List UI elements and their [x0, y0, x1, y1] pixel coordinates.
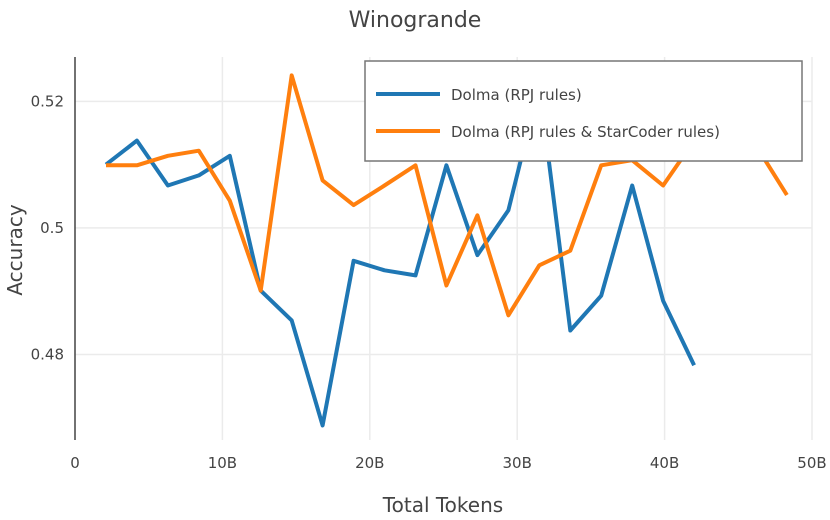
series-line-1	[106, 73, 789, 318]
legend-label-rpj-starcoder: Dolma (RPJ rules & StarCoder rules)	[451, 123, 720, 141]
chart-title: Winogrande	[349, 8, 482, 33]
legend-label-rpj: Dolma (RPJ rules)	[451, 86, 582, 104]
y-tick-label: 0.5	[40, 219, 64, 237]
series-line-0	[104, 83, 696, 428]
y-tick-label: 0.52	[31, 92, 64, 110]
x-tick-label: 0	[70, 454, 80, 472]
x-tick-label: 40B	[650, 454, 679, 472]
x-tick-label: 10B	[208, 454, 237, 472]
x-tick-label: 30B	[503, 454, 532, 472]
x-tick-label: 50B	[797, 454, 826, 472]
y-tick-label: 0.48	[31, 346, 64, 364]
legend: Dolma (RPJ rules) Dolma (RPJ rules & Sta…	[364, 60, 803, 162]
y-axis-title: Accuracy	[3, 204, 27, 295]
tick-labels: 0 10B 20B 30B 40B 50B 0.48 0.5 0.52	[31, 92, 827, 472]
x-axis-title: Total Tokens	[382, 493, 503, 517]
series-lines	[104, 73, 789, 428]
x-tick-label: 20B	[355, 454, 384, 472]
